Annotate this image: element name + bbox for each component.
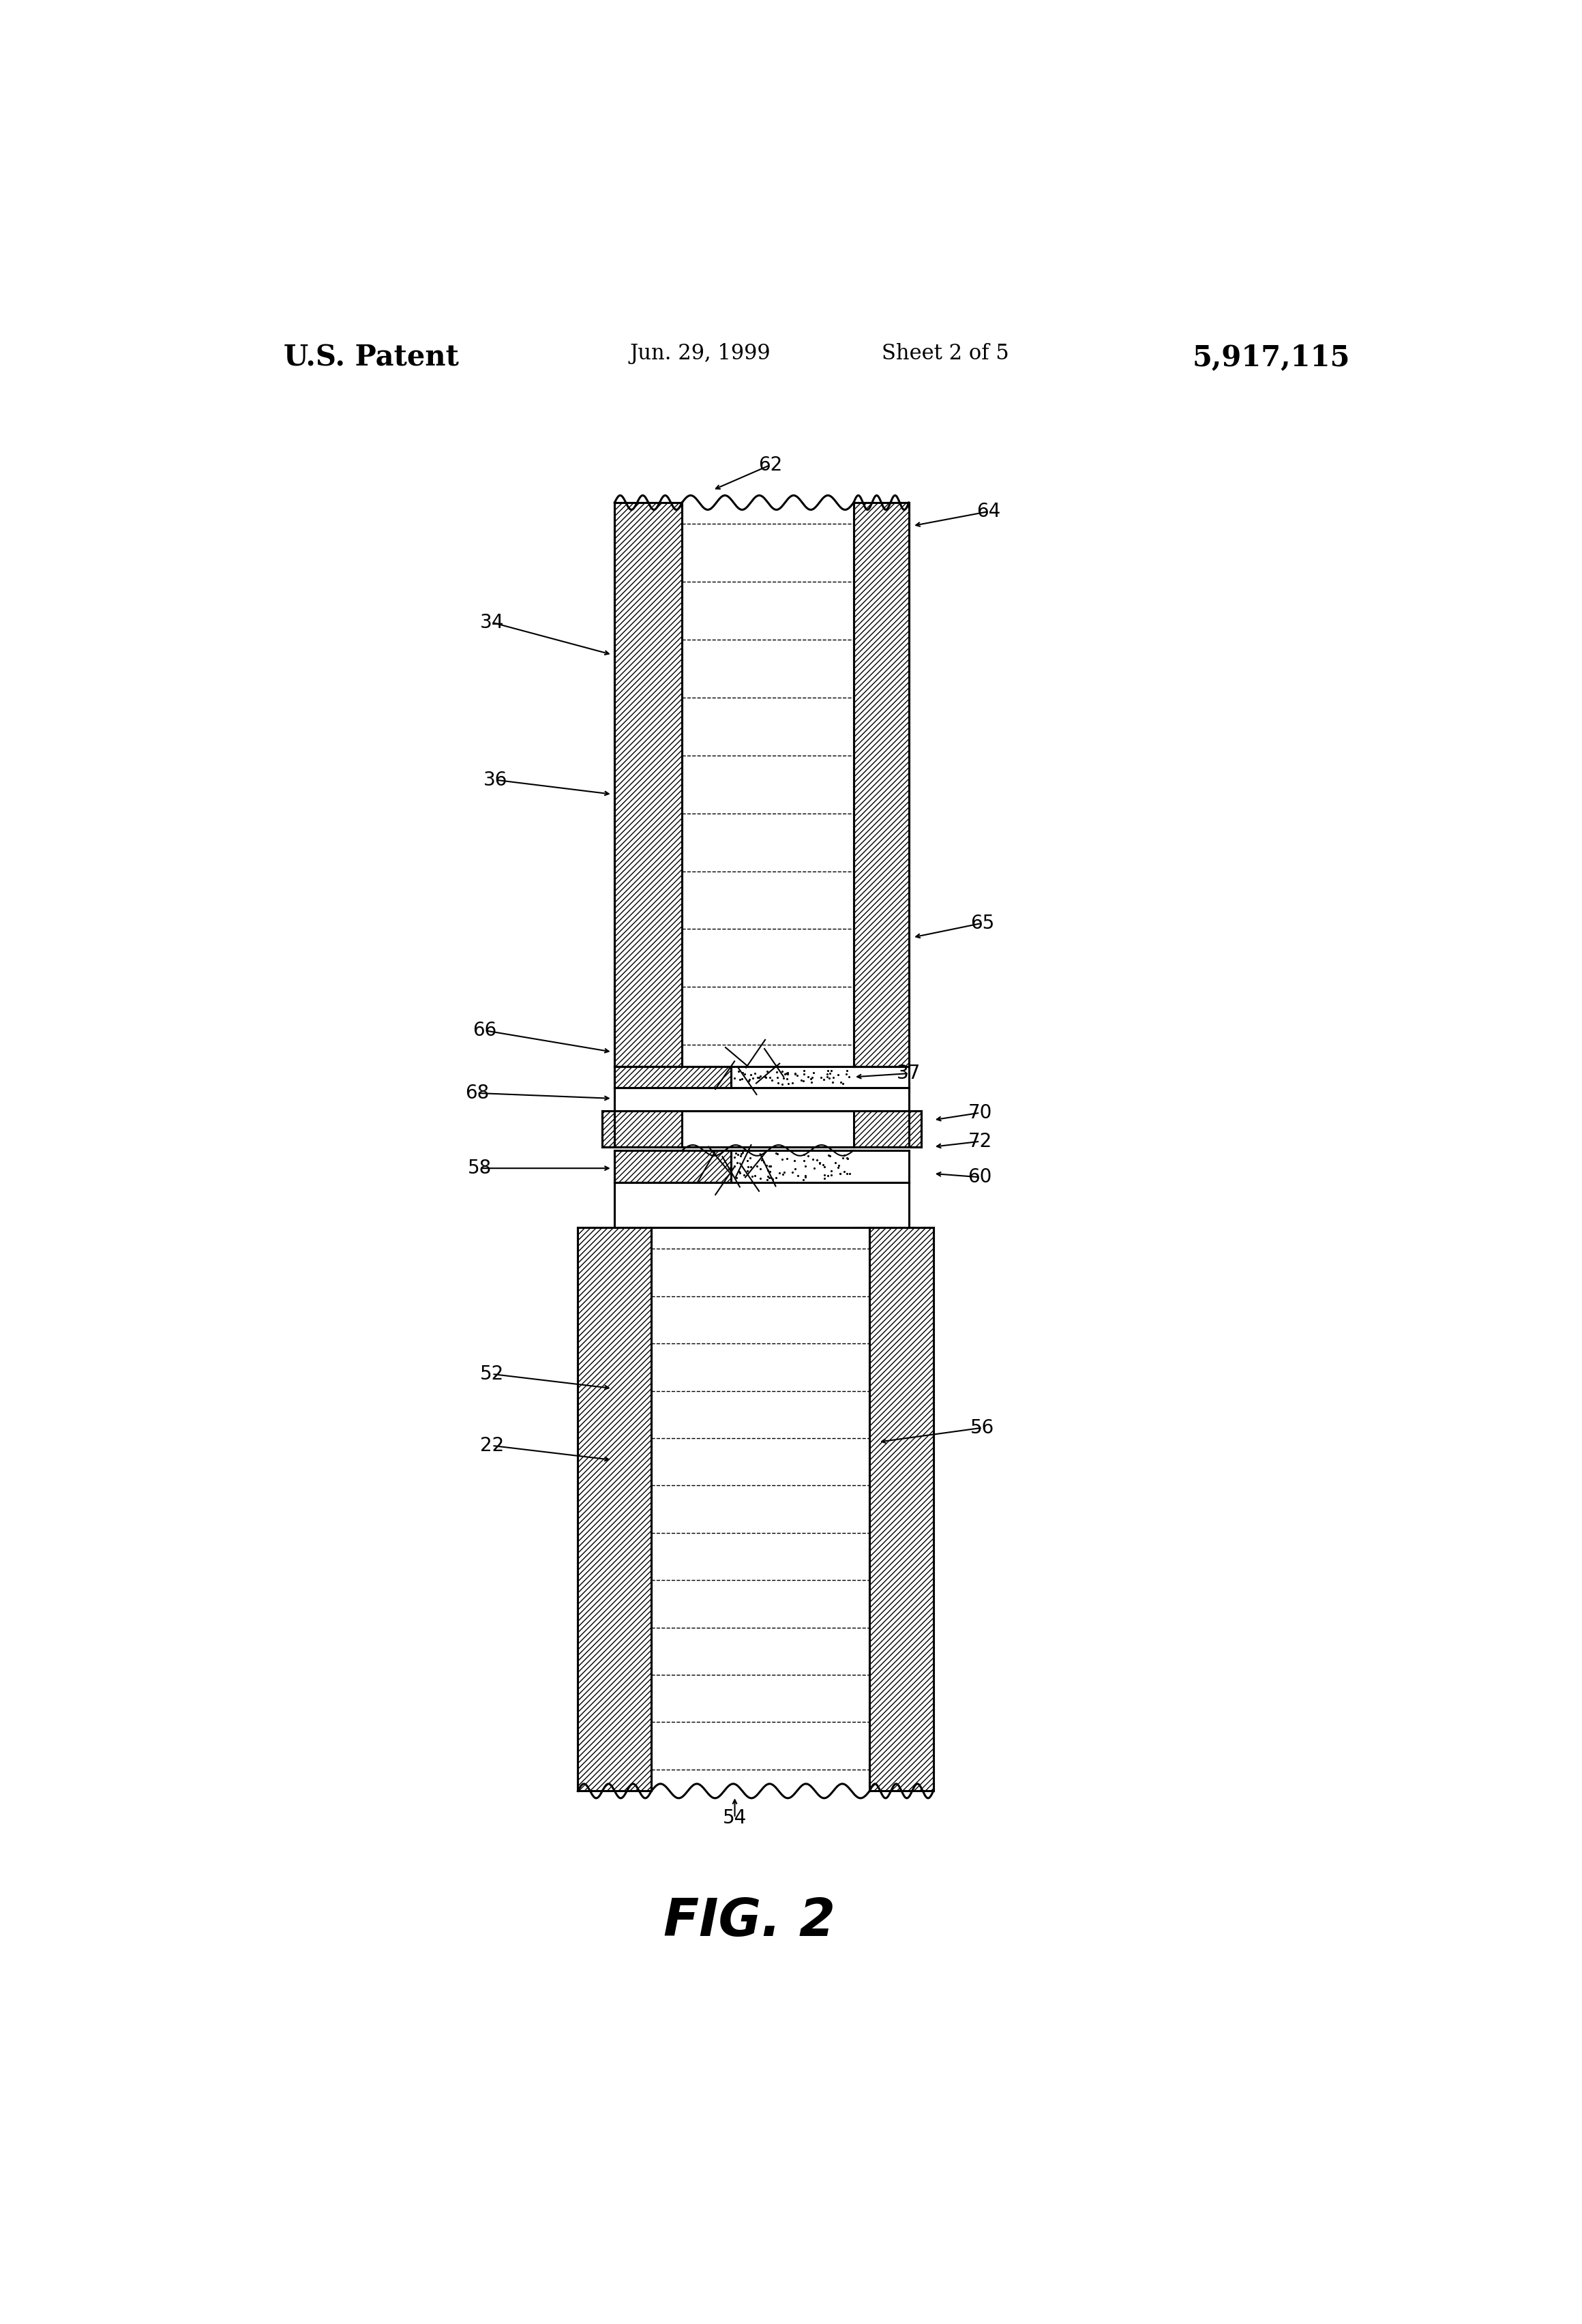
Polygon shape [614, 1067, 731, 1088]
Text: U.S. Patent: U.S. Patent [283, 344, 459, 372]
Text: 54: 54 [723, 1808, 747, 1827]
Polygon shape [614, 502, 682, 1067]
Text: Jun. 29, 1999: Jun. 29, 1999 [630, 344, 770, 365]
Text: 65: 65 [970, 913, 995, 932]
Text: 58: 58 [468, 1160, 492, 1178]
Polygon shape [577, 1227, 652, 1792]
Text: 34: 34 [479, 614, 505, 632]
Text: 36: 36 [484, 769, 508, 790]
Polygon shape [603, 1111, 682, 1146]
Text: 37: 37 [897, 1064, 921, 1083]
Polygon shape [870, 1227, 933, 1792]
Polygon shape [854, 1111, 921, 1146]
Text: 62: 62 [758, 456, 783, 474]
Text: 66: 66 [473, 1020, 497, 1041]
Text: 60: 60 [968, 1167, 992, 1188]
Text: 52: 52 [479, 1364, 505, 1383]
Text: 5,917,115: 5,917,115 [1193, 344, 1349, 372]
Text: FIG. 2: FIG. 2 [663, 1896, 835, 1948]
Text: 70: 70 [968, 1104, 992, 1122]
Text: 64: 64 [976, 502, 1000, 521]
Polygon shape [614, 1150, 731, 1183]
Text: 56: 56 [970, 1418, 995, 1436]
Text: 22: 22 [479, 1436, 505, 1455]
Text: 72: 72 [968, 1132, 992, 1150]
Text: 68: 68 [465, 1083, 489, 1102]
Polygon shape [854, 502, 908, 1067]
Text: Sheet 2 of 5: Sheet 2 of 5 [883, 344, 1009, 365]
